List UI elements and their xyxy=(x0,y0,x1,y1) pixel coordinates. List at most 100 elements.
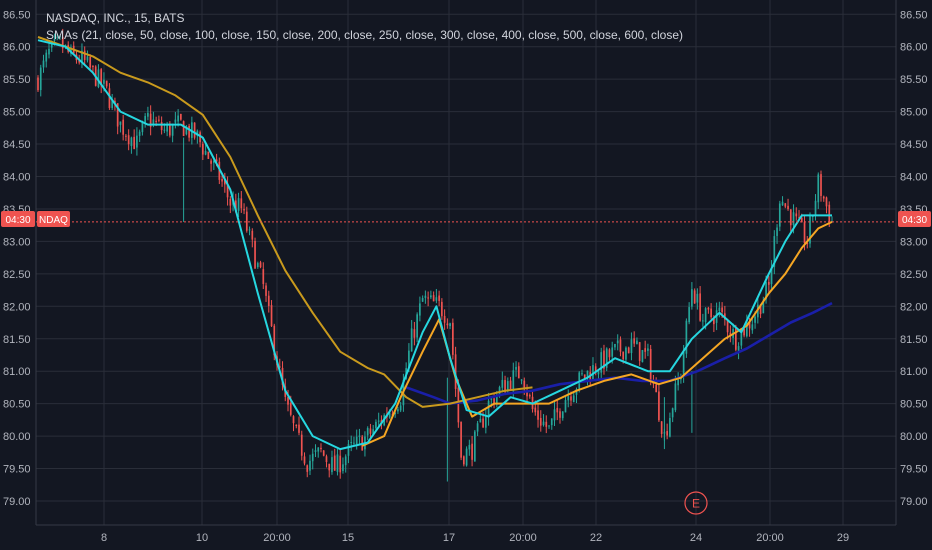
candle-body xyxy=(339,455,342,473)
candle-body xyxy=(506,381,509,392)
candle-body xyxy=(358,435,361,437)
candle-body xyxy=(353,442,355,444)
candle-body xyxy=(81,50,83,63)
candle-body xyxy=(317,447,320,452)
candle-body xyxy=(325,456,328,463)
y-tick-label-left: 80.00 xyxy=(3,431,31,443)
candle-body xyxy=(685,320,688,354)
candle-body xyxy=(718,307,721,311)
candle-body xyxy=(561,411,564,419)
y-tick-label-left: 84.50 xyxy=(3,139,31,151)
candle-body xyxy=(61,36,64,49)
y-tick-label-left: 86.00 xyxy=(3,42,31,54)
candle-body xyxy=(342,464,344,471)
right-price-axis[interactable]: 79.00 79.50 80.00 80.50 81.00 81.50 82.00 82.50… xyxy=(900,9,928,508)
candle-body xyxy=(251,230,254,240)
time-axis[interactable]: 8 10 20:00 15 17 20:00 22 24 20:00 29 xyxy=(101,532,849,544)
candle-body xyxy=(803,222,806,243)
x-tick-label: 15 xyxy=(342,532,354,544)
candle-body xyxy=(817,174,820,203)
candle-body xyxy=(482,418,484,428)
candle-body xyxy=(462,456,465,465)
candle-body xyxy=(789,209,792,226)
x-tick-label: 20:00 xyxy=(263,532,291,544)
candle-body xyxy=(86,56,89,61)
candle-body xyxy=(809,216,811,244)
sma-legend[interactable]: SMAs (21, close, 50, close, 100, close, … xyxy=(46,28,684,42)
candle-body xyxy=(611,347,614,357)
candle-body xyxy=(556,407,559,413)
candle-body xyxy=(641,350,644,363)
y-tick-label-right: 82.00 xyxy=(900,301,928,313)
candle-body xyxy=(765,282,767,300)
candle-body xyxy=(798,217,800,219)
symbol-label: NDAQ xyxy=(39,215,68,226)
candle-body xyxy=(377,420,380,422)
candle-body xyxy=(119,121,122,125)
candle-body xyxy=(309,460,311,471)
earnings-marker[interactable]: E xyxy=(684,491,708,515)
candle-body xyxy=(449,323,451,327)
candle-body xyxy=(83,50,86,60)
time-left-label: 04:30 xyxy=(5,215,30,226)
candle-body xyxy=(501,379,504,388)
candle-body xyxy=(759,304,762,315)
candle-body xyxy=(702,320,704,322)
candle-body xyxy=(553,409,556,421)
candle-body xyxy=(748,321,751,329)
candle-body xyxy=(528,394,531,397)
candle-body xyxy=(726,319,729,333)
candle-body xyxy=(174,119,177,123)
candle-body xyxy=(559,411,561,418)
candle-body xyxy=(185,126,188,135)
candle-body xyxy=(495,394,498,403)
candle-body xyxy=(303,456,306,464)
candle-body xyxy=(438,295,440,301)
candle-body xyxy=(479,418,482,423)
y-tick-label-right: 85.00 xyxy=(900,107,928,119)
candle-body xyxy=(366,428,369,436)
candle-body xyxy=(245,211,248,231)
candle-body xyxy=(548,425,550,427)
x-tick-label: 24 xyxy=(690,532,702,544)
candle-body xyxy=(427,297,429,299)
candle-body xyxy=(347,444,350,456)
candle-body xyxy=(460,421,462,458)
candle-body xyxy=(616,340,619,344)
candle-body xyxy=(592,365,594,381)
candle-body xyxy=(416,314,418,338)
x-tick-label: 22 xyxy=(590,532,602,544)
candle-body xyxy=(820,174,822,196)
candle-body xyxy=(375,421,377,429)
y-tick-label-right: 86.50 xyxy=(900,9,928,21)
candle-body xyxy=(265,285,267,296)
candle-body xyxy=(114,100,116,104)
candle-body xyxy=(828,204,831,222)
candle-body xyxy=(262,269,265,285)
candle-body xyxy=(278,366,281,368)
candle-body xyxy=(147,112,149,117)
candle-body xyxy=(240,198,243,209)
candle-body xyxy=(787,205,789,210)
candle-body xyxy=(188,125,190,138)
time-right-badge: 04:30 xyxy=(898,211,931,227)
candle-body xyxy=(56,36,59,38)
candle-body xyxy=(767,281,770,285)
candle-body xyxy=(537,410,539,420)
candle-body xyxy=(614,343,616,348)
candle-body xyxy=(778,203,781,227)
candle-body xyxy=(468,444,471,450)
candle-body xyxy=(103,79,105,84)
candle-body xyxy=(141,122,144,133)
candle-body xyxy=(597,371,600,375)
candle-body xyxy=(89,57,92,68)
left-price-axis[interactable]: 79.00 79.50 80.00 80.50 81.00 81.50 82.00 82.50… xyxy=(3,9,31,508)
candle-body xyxy=(471,443,473,460)
candle-body xyxy=(355,436,358,445)
candle-body xyxy=(784,203,787,207)
candle-body xyxy=(149,113,152,127)
candle-body xyxy=(155,120,157,122)
candle-body xyxy=(740,330,743,346)
sma-line-sma-150 xyxy=(405,301,833,405)
